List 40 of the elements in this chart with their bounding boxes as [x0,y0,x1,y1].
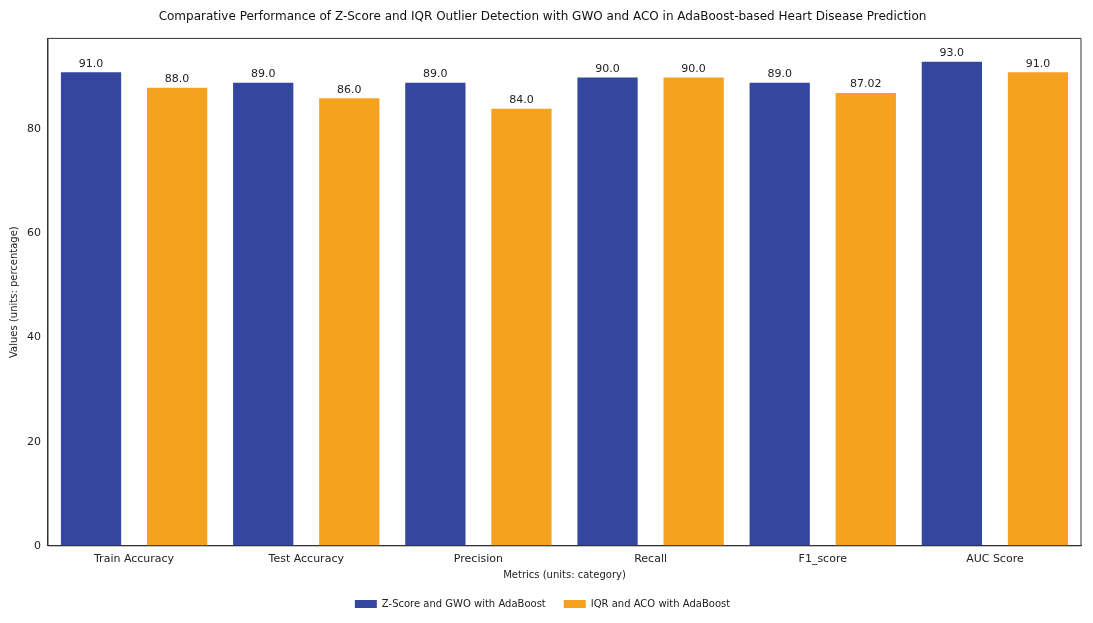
data-label: 86.0 [337,82,362,96]
legend-label: Z-Score and GWO with AdaBoost [381,597,546,609]
legend-label: IQR and ACO with AdaBoost [590,597,731,609]
bar [146,87,208,546]
bar [491,108,552,546]
chart-title: Comparative Performance of Z-Score and IQR Outlier Detection with GWO and ACO in AdaBoost-based Heart Disease Prediction [158,9,927,24]
bar [60,72,122,546]
y-tick-label: 20 [27,434,41,448]
data-label: 84.0 [509,93,534,107]
x-tick-label: Train Accuracy [93,552,175,566]
data-label: 91.0 [1025,56,1051,70]
data-label: 93.0 [939,46,965,60]
bar [405,82,466,546]
y-tick-label: 0 [34,538,41,552]
data-label: 91.0 [78,56,104,70]
x-tick-label: Test Accuracy [267,552,345,566]
data-label: 89.0 [767,66,792,80]
bar [663,77,724,546]
bar [749,82,810,546]
bar [233,82,294,546]
x-tick-label: F1_score [798,552,848,566]
data-label: 87.02 [850,77,882,91]
x-tick-label: Precision [453,552,503,566]
bar [835,92,896,546]
data-label: 89.0 [423,66,448,80]
bar [319,98,380,546]
x-tick-label: Recall [634,552,667,566]
data-label: 90.0 [595,61,620,75]
data-label: 89.0 [250,66,276,80]
x-tick-label: AUC Score [966,552,1024,566]
y-axis-title: Values (units: percentage) [7,226,19,358]
bar [577,77,638,546]
bar [1007,72,1069,546]
y-tick-label: 80 [27,122,41,136]
data-label: 88.0 [164,72,190,86]
data-label: 90.0 [681,61,706,75]
y-tick-label: 60 [27,226,41,240]
y-tick-label: 40 [27,330,41,344]
x-axis-title: Metrics (units: category) [503,568,626,580]
bar [921,61,982,546]
